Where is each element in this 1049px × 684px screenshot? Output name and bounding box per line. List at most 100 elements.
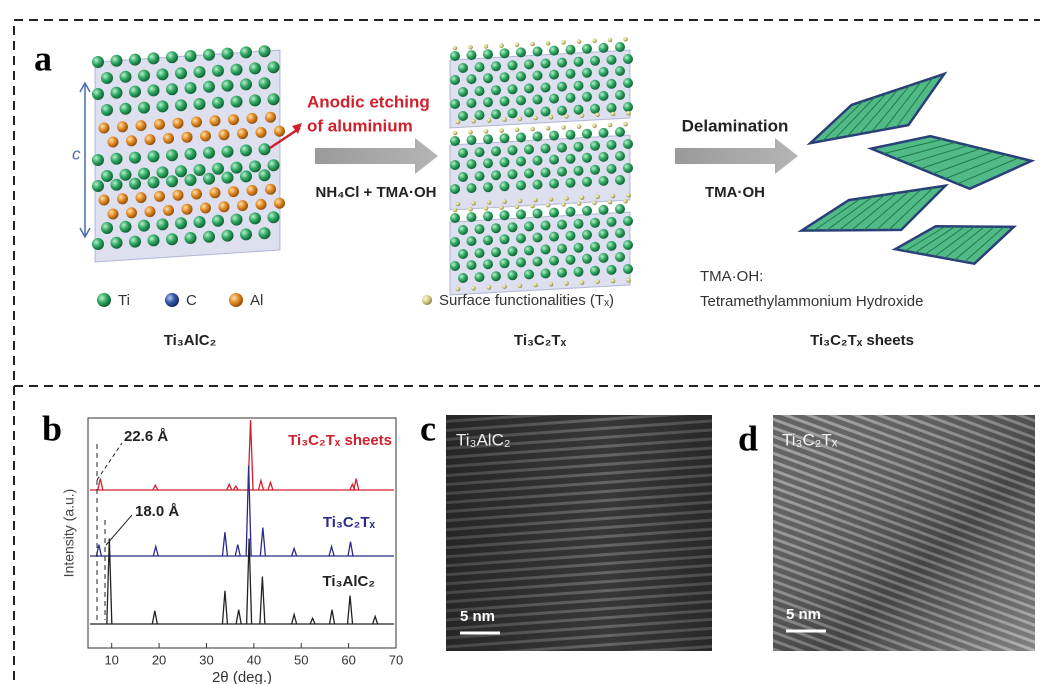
surface-atom [455,286,461,292]
atom [507,169,518,180]
atom [450,237,460,247]
atom [98,122,110,134]
sheet [806,71,948,146]
atom [466,260,477,271]
atom [474,171,485,182]
atom [499,157,510,168]
atom [565,254,576,265]
sheet [891,225,1018,266]
surface-atom [576,201,582,206]
atom [212,96,224,109]
atom [166,233,178,246]
atom [184,232,197,244]
legend-swatch [97,293,111,307]
atom [499,234,510,245]
atom [193,66,206,78]
atom [147,84,160,97]
surface-atom [545,40,551,46]
atom [582,91,592,102]
peak [259,576,266,625]
surface-atom [626,277,631,283]
atom [499,258,510,269]
atom [163,204,174,216]
surface-atom [533,282,538,288]
atom [221,145,234,158]
atom [573,80,584,91]
sheet-body [891,225,1018,266]
atom [557,166,567,177]
atom [450,261,460,271]
peak [346,595,354,625]
surface-atom [592,200,597,206]
atom [119,168,132,181]
surface-atom [514,42,520,48]
sheet-line [838,194,886,231]
atom [499,72,510,83]
sheet-line [883,138,944,155]
sheet-line [859,89,899,135]
atom [623,216,633,226]
atom [582,253,592,264]
atom [267,211,280,224]
atom [565,92,576,103]
peak [152,543,159,557]
atom [184,50,197,62]
atom [203,172,215,185]
atom [230,161,243,174]
sheet-body [806,71,948,146]
surface-atom [579,113,585,118]
atom [117,121,128,133]
atom [135,192,147,204]
atom [181,203,193,215]
atom [540,220,551,231]
atom [166,51,178,64]
atom [154,190,165,202]
x-tick-label: 10 [104,652,118,667]
x-tick-label: 70 [389,652,403,667]
atom [606,264,617,275]
surface-atom [471,285,476,291]
atom [524,144,534,155]
atom [274,125,285,137]
atom [590,241,600,252]
atom [582,229,592,240]
surface-atom [595,279,600,285]
atom [458,249,468,259]
surface-atom [579,280,585,285]
atom [119,220,132,233]
atom [565,44,576,55]
atom [565,129,576,140]
atom [606,54,617,65]
atom [532,46,543,57]
surface-atom [548,114,554,120]
atom [110,178,123,191]
peak [267,480,274,491]
peak [259,527,266,557]
atom [615,66,625,76]
atom [499,210,510,221]
atom [582,205,592,216]
annotation: 18.0 Å [135,503,179,520]
atom [491,223,501,234]
x-tick-label: 30 [199,652,213,667]
atom [524,83,534,94]
surface-atom [561,125,566,130]
atom [491,247,501,258]
atom [156,166,169,179]
atom [565,177,576,188]
atom [499,48,510,59]
c-axis-heads [79,81,91,239]
atom [228,114,239,126]
atom [598,90,609,101]
atom [524,59,534,70]
atom [573,266,584,277]
atom [212,162,224,175]
atom [615,175,625,185]
atom [474,86,485,97]
reagent: NH₄Cl + TMA·OH [316,184,437,201]
surface-atom [517,116,523,122]
atom [507,270,518,281]
atom [156,100,169,113]
atom [255,126,267,138]
atom [524,221,534,232]
